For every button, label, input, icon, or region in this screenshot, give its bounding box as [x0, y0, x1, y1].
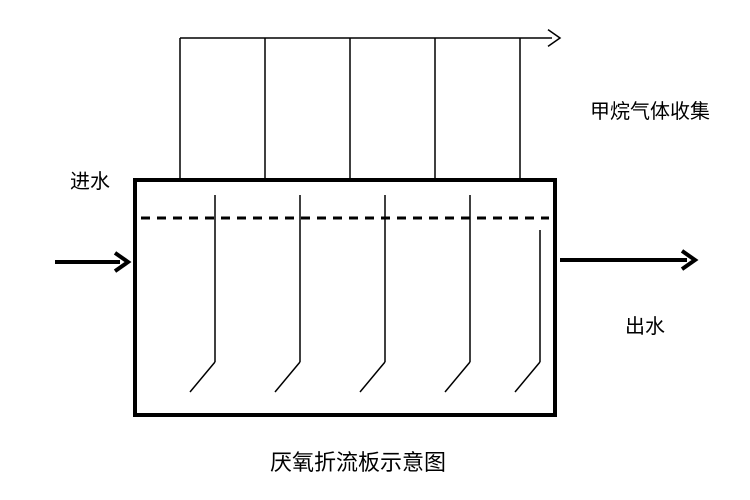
gas-label: 甲烷气体收集	[590, 95, 710, 124]
diagram-svg	[0, 0, 750, 500]
outlet-label: 出水	[625, 310, 665, 339]
inlet-label: 进水	[70, 165, 110, 194]
diagram-title: 厌氧折流板示意图	[270, 445, 446, 477]
